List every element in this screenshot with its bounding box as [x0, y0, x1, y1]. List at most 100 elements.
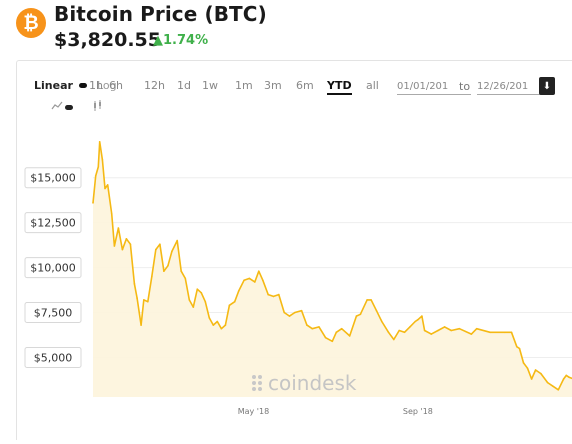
data-point: [510, 331, 513, 334]
data-point: [92, 202, 94, 204]
data-point: [143, 299, 145, 301]
range-1h[interactable]: 1h: [89, 79, 103, 92]
y-tick-label: $7,500: [34, 307, 73, 320]
data-point: [101, 159, 104, 161]
data-point: [104, 187, 106, 190]
data-point: [151, 275, 153, 278]
data-point: [125, 238, 128, 240]
data-point: [414, 320, 417, 323]
data-point: [504, 331, 506, 334]
coindesk-watermark: coindesk: [252, 371, 357, 395]
line-chart-icon[interactable]: [51, 101, 63, 111]
scale-linear-label[interactable]: Linear: [34, 79, 73, 92]
data-point: [318, 326, 320, 328]
download-icon[interactable]: ⬇: [539, 77, 555, 95]
date-to-label: to: [459, 80, 471, 93]
data-point: [421, 315, 423, 317]
data-point: [155, 248, 157, 251]
data-point: [176, 239, 178, 242]
data-point: [300, 309, 303, 312]
data-point: [233, 300, 236, 303]
data-point: [133, 283, 136, 285]
range-1m[interactable]: 1m: [235, 79, 253, 92]
data-point: [272, 295, 275, 298]
data-point: [97, 166, 100, 168]
candlestick-icon[interactable]: [93, 100, 103, 112]
range-selector: 1h 6h 12h 1d 1w 1m 3m 6m YTD all: [89, 79, 389, 95]
data-point: [450, 329, 453, 332]
scale-toggle[interactable]: [79, 83, 87, 88]
data-point: [283, 311, 286, 314]
date-to-input[interactable]: [477, 79, 551, 95]
data-point: [348, 335, 351, 337]
data-point: [489, 331, 491, 334]
data-point: [340, 327, 343, 330]
chart-controls: Linear Log 1h 6h 12h 1d 1w 1m 3m 6m YTD all to ⬇: [17, 61, 572, 121]
data-point: [110, 212, 113, 215]
range-1d[interactable]: 1d: [177, 79, 191, 92]
data-point: [248, 277, 251, 280]
range-12h[interactable]: 12h: [144, 79, 165, 92]
data-point: [180, 270, 182, 272]
data-point: [417, 318, 419, 321]
data-point: [243, 279, 245, 281]
range-1w[interactable]: 1w: [202, 79, 218, 92]
range-3m[interactable]: 3m: [264, 79, 282, 92]
data-point: [526, 367, 529, 370]
data-point: [458, 327, 461, 330]
data-point: [129, 243, 132, 245]
range-6m[interactable]: 6m: [296, 79, 314, 92]
y-tick-label: $15,000: [30, 172, 76, 185]
chart-type-toggle[interactable]: [65, 105, 73, 110]
data-point: [355, 315, 358, 317]
data-point: [331, 340, 334, 343]
data-point: [208, 317, 211, 319]
data-point: [443, 326, 446, 328]
data-point: [171, 250, 173, 253]
data-point: [294, 311, 296, 314]
data-point: [94, 175, 97, 177]
data-point: [311, 327, 314, 330]
coindesk-logo-icon: [252, 387, 256, 391]
data-point: [516, 345, 518, 348]
data-point: [163, 270, 165, 272]
chart-panel: $5,000 $7,500 $10,000 $12,500 $15,000 coindes…: [16, 60, 572, 440]
data-point: [237, 290, 240, 292]
chart-type-switch: [51, 100, 111, 115]
price-chart[interactable]: $5,000 $7,500 $10,000 $12,500 $15,000 coindes…: [17, 61, 572, 440]
price-change-badge: ▲1.74%: [153, 33, 209, 48]
data-point: [224, 324, 227, 326]
data-point: [430, 333, 433, 335]
data-point: [398, 329, 401, 332]
coindesk-watermark-text: coindesk: [268, 371, 357, 395]
date-from-input[interactable]: [397, 79, 471, 95]
data-point: [159, 243, 161, 245]
header: ₿ Bitcoin Price (BTC) $3,820.55 ▲1.74%: [0, 0, 572, 56]
coindesk-logo-icon: [252, 381, 256, 385]
coindesk-logo-icon: [252, 375, 256, 379]
data-point: [540, 372, 542, 375]
data-point: [568, 376, 570, 379]
data-point: [387, 331, 390, 334]
scale-log-label[interactable]: Log: [97, 79, 117, 92]
data-point: [200, 292, 203, 294]
data-point: [196, 288, 199, 290]
range-6h[interactable]: 6h: [109, 79, 123, 92]
range-ytd[interactable]: YTD: [327, 79, 352, 95]
data-point: [335, 331, 338, 334]
data-point: [288, 315, 291, 317]
range-all[interactable]: all: [366, 79, 379, 92]
coindesk-logo-icon: [258, 375, 262, 379]
data-point: [534, 369, 537, 371]
data-point: [188, 299, 191, 301]
data-point: [278, 293, 280, 296]
data-point: [557, 389, 560, 391]
data-point: [262, 279, 264, 281]
data-point: [258, 270, 260, 272]
y-tick-label: $5,000: [34, 351, 73, 364]
data-point: [140, 324, 142, 326]
y-tick-label: $12,500: [30, 217, 76, 230]
y-tick-box: [24, 302, 82, 324]
data-point: [552, 385, 554, 388]
data-point: [370, 299, 372, 301]
